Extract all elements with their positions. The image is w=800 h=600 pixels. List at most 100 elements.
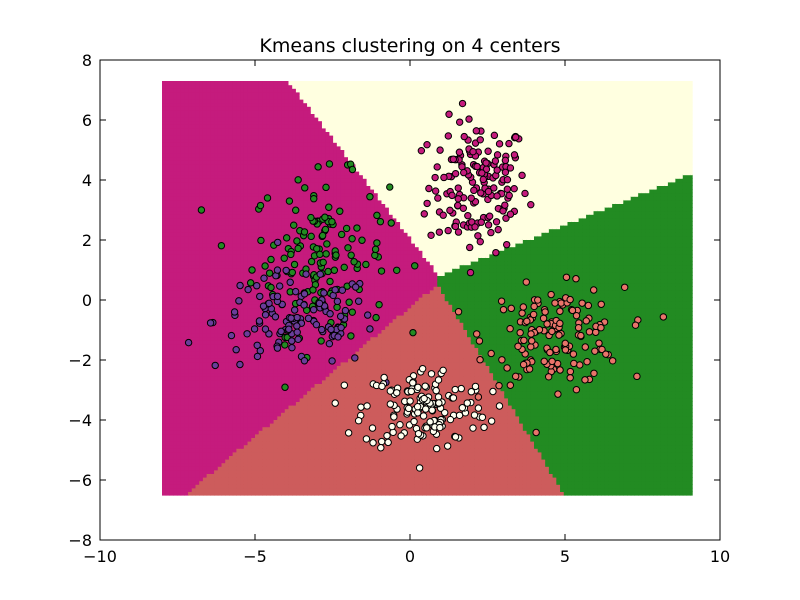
region-cell bbox=[236, 441, 241, 446]
region-cell bbox=[243, 156, 249, 161]
region-cell bbox=[292, 480, 297, 485]
region-cell bbox=[288, 192, 293, 197]
region-cell bbox=[210, 257, 215, 262]
region-cell bbox=[321, 318, 327, 323]
region-cell bbox=[191, 361, 197, 366]
region-cell bbox=[307, 174, 312, 179]
region-cell bbox=[195, 106, 200, 111]
region-cell bbox=[281, 120, 286, 125]
region-cell bbox=[221, 322, 226, 327]
region-cell bbox=[266, 405, 271, 410]
region-cell bbox=[269, 477, 275, 482]
region-cell bbox=[188, 480, 193, 485]
region-cell bbox=[228, 167, 234, 172]
region-cell bbox=[281, 315, 286, 320]
region-cell bbox=[266, 451, 271, 456]
region-cell bbox=[195, 325, 200, 330]
region-cell bbox=[307, 311, 312, 316]
region-cell bbox=[284, 160, 290, 165]
region-cell bbox=[269, 95, 275, 100]
region-cell bbox=[277, 469, 282, 474]
region-cell bbox=[228, 203, 234, 208]
region-cell bbox=[251, 419, 256, 424]
region-cell bbox=[210, 376, 215, 381]
region-cell bbox=[303, 124, 308, 129]
region-cell bbox=[258, 228, 264, 233]
region-cell bbox=[273, 372, 278, 377]
region-cell bbox=[303, 473, 308, 478]
region-cell bbox=[314, 423, 319, 428]
region-cell bbox=[310, 138, 316, 143]
region-cell bbox=[162, 145, 167, 150]
region-cell bbox=[269, 462, 275, 467]
region-cell bbox=[228, 401, 234, 406]
region-cell bbox=[195, 300, 200, 305]
region-cell bbox=[318, 484, 323, 489]
region-cell bbox=[217, 99, 223, 104]
region-cell bbox=[162, 174, 167, 179]
region-cell bbox=[221, 415, 226, 420]
region-cell bbox=[221, 203, 226, 208]
region-cell bbox=[188, 455, 193, 460]
region-cell bbox=[314, 469, 319, 474]
region-cell bbox=[307, 95, 312, 100]
region-cell bbox=[277, 433, 282, 438]
region-cell bbox=[292, 477, 297, 482]
region-cell bbox=[247, 372, 252, 377]
region-cell bbox=[173, 437, 178, 442]
region-cell bbox=[176, 196, 182, 201]
region-cell bbox=[269, 441, 275, 446]
region-cell bbox=[284, 297, 290, 302]
region-cell bbox=[191, 459, 197, 464]
region-cell bbox=[266, 225, 271, 230]
region-cell bbox=[295, 387, 301, 392]
region-cell bbox=[299, 156, 304, 161]
region-cell bbox=[210, 84, 215, 89]
region-cell bbox=[299, 333, 304, 338]
region-cell bbox=[292, 127, 297, 132]
region-cell bbox=[258, 153, 264, 158]
region-cell bbox=[188, 235, 193, 240]
region-cell bbox=[251, 214, 256, 219]
region-cell bbox=[199, 379, 204, 384]
region-cell bbox=[266, 394, 271, 399]
region-cell bbox=[303, 160, 308, 165]
region-cell bbox=[321, 397, 327, 402]
region-cell bbox=[225, 412, 230, 417]
region-cell bbox=[210, 293, 215, 298]
region-cell bbox=[269, 351, 275, 356]
region-cell bbox=[258, 279, 264, 284]
region-cell bbox=[236, 99, 241, 104]
region-cell bbox=[240, 221, 245, 226]
region-cell bbox=[180, 412, 185, 417]
region-cell bbox=[225, 329, 230, 334]
region-cell bbox=[314, 408, 319, 413]
region-cell bbox=[318, 365, 323, 370]
region-cell bbox=[162, 455, 167, 460]
region-cell bbox=[184, 311, 189, 316]
region-cell bbox=[180, 408, 185, 413]
region-cell bbox=[314, 286, 319, 291]
region-cell bbox=[281, 81, 286, 86]
region-cell bbox=[180, 311, 185, 316]
region-cell bbox=[184, 192, 189, 197]
region-cell bbox=[199, 487, 204, 492]
region-cell bbox=[169, 365, 174, 370]
region-cell bbox=[206, 131, 211, 136]
region-cell bbox=[225, 171, 230, 176]
region-cell bbox=[232, 120, 237, 125]
region-cell bbox=[188, 376, 193, 381]
region-cell bbox=[281, 466, 286, 471]
region-cell bbox=[258, 300, 264, 305]
region-cell bbox=[228, 268, 234, 273]
region-cell bbox=[199, 156, 204, 161]
region-cell bbox=[292, 232, 297, 237]
region-cell bbox=[206, 120, 211, 125]
region-cell bbox=[199, 264, 204, 269]
region-cell bbox=[173, 430, 178, 435]
region-cell bbox=[199, 91, 204, 96]
region-cell bbox=[251, 243, 256, 248]
region-cell bbox=[266, 397, 271, 402]
region-cell bbox=[210, 275, 215, 280]
region-cell bbox=[262, 221, 267, 226]
